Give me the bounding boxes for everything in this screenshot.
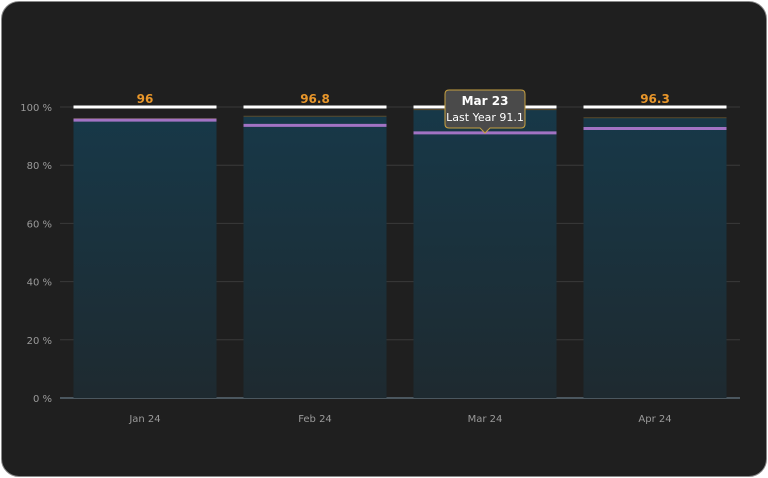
y-tick-label: 100 %	[20, 103, 52, 114]
tooltip-background	[444, 89, 526, 134]
tooltip-value: Last Year 91.1	[446, 111, 524, 124]
y-tick-label: 40 %	[27, 278, 52, 289]
bar	[413, 109, 557, 398]
y-tick-label: 80 %	[27, 161, 52, 172]
y-axis: 0 % 20 % 40 % 60 % 80 % 100 %	[20, 103, 52, 405]
tooltip-box: Mar 23 Last Year 91.1	[444, 89, 526, 134]
bar	[583, 117, 727, 398]
y-tick-label: 0 %	[33, 394, 52, 405]
x-tick-label: Jan 24	[128, 414, 160, 425]
value-label: 96.8	[300, 92, 330, 106]
value-label: 96	[137, 92, 154, 106]
tooltip-title: Mar 23	[462, 94, 509, 108]
bar	[243, 116, 387, 398]
value-label: 96.3	[640, 92, 670, 106]
x-tick-label: Mar 24	[468, 414, 503, 425]
x-tick-label: Apr 24	[638, 414, 671, 425]
x-tick-label: Feb 24	[298, 414, 332, 425]
bars	[73, 105, 727, 398]
bar	[73, 118, 217, 398]
tooltip: Mar 23 Last Year 91.1	[444, 89, 526, 134]
y-tick-label: 20 %	[27, 336, 52, 347]
y-tick-label: 60 %	[27, 219, 52, 230]
x-axis: Jan 24 Feb 24 Mar 24 Apr 24	[128, 414, 671, 425]
